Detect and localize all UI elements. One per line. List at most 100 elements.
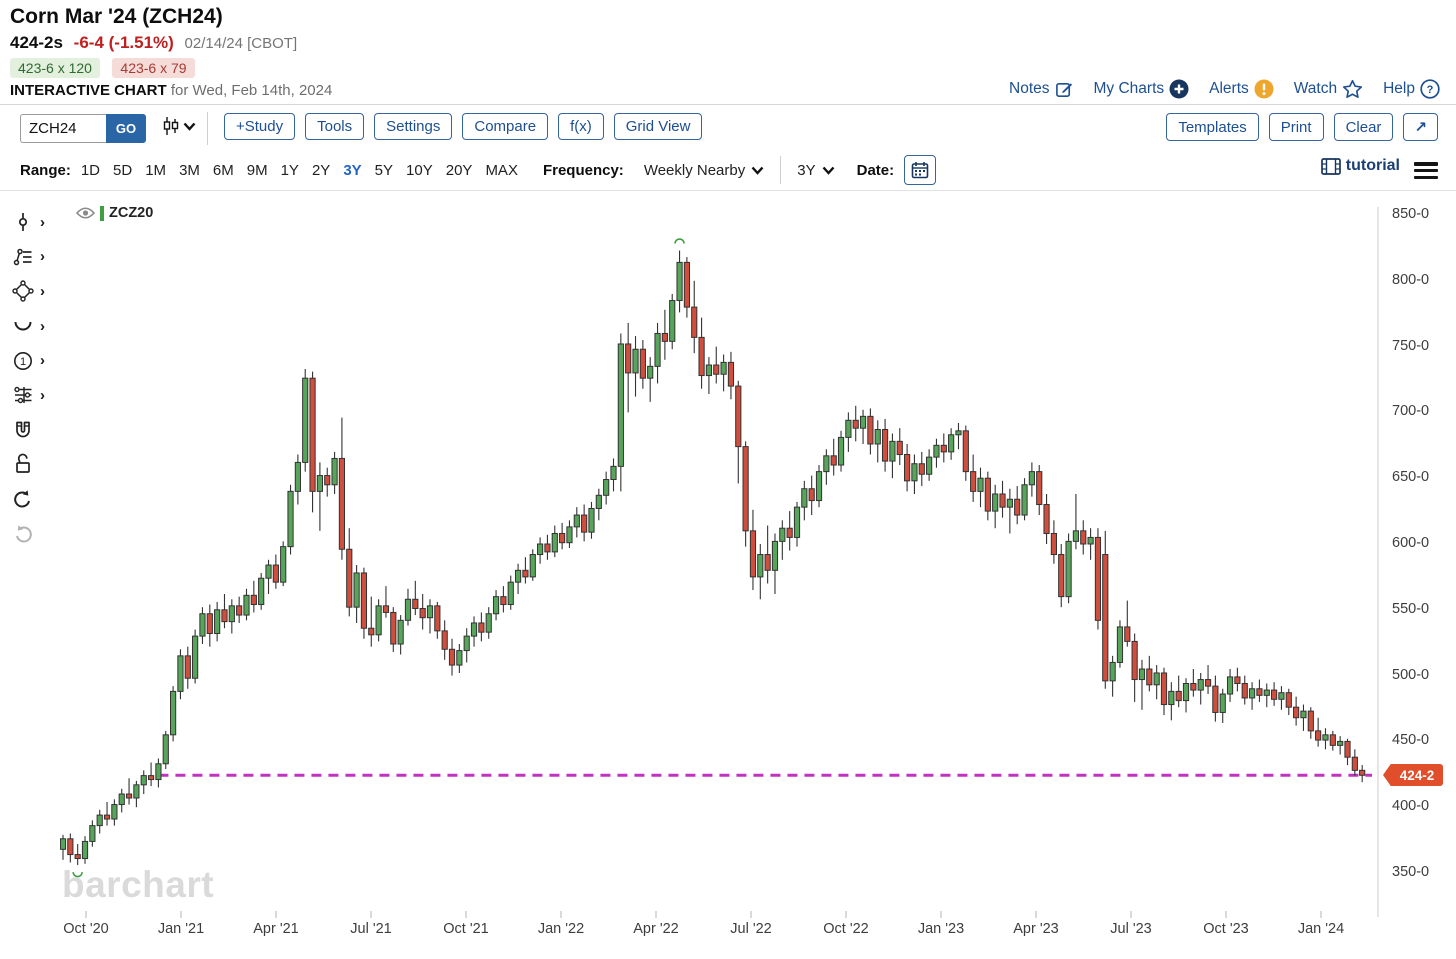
chevron-right-icon: › <box>40 386 45 404</box>
divider <box>0 190 1456 191</box>
undo-icon <box>14 490 30 508</box>
chevron-right-icon: › <box>40 282 45 300</box>
period-select[interactable]: 3Y <box>797 162 834 179</box>
range-1y[interactable]: 1Y <box>280 161 299 179</box>
range-1d[interactable]: 1D <box>80 161 101 179</box>
x-axis-label: Oct '20 <box>63 921 109 937</box>
range-3y[interactable]: 3Y <box>343 161 362 179</box>
arc-tool-button[interactable]: › <box>12 309 58 344</box>
range-6m[interactable]: 6M <box>212 161 234 179</box>
redo-button[interactable] <box>12 516 58 551</box>
x-axis-label: Oct '23 <box>1203 921 1249 937</box>
date-picker-button[interactable] <box>904 155 937 185</box>
bid-badge: 423-6 x 120 <box>10 58 100 78</box>
svg-text:?: ? <box>1427 84 1434 96</box>
alerts-link[interactable]: Alerts <box>1209 79 1274 99</box>
y-axis-label: 500-0 <box>1392 666 1430 683</box>
undo-button[interactable] <box>12 482 58 517</box>
page-title: Corn Mar '24 (ZCH24) <box>10 5 223 28</box>
y-axis-label: 700-0 <box>1392 403 1430 420</box>
annotations-list-button[interactable]: › <box>12 240 58 275</box>
tutorial-label: tutorial <box>1345 157 1400 174</box>
last-price: 424-2s <box>10 33 63 52</box>
y-axis-label: 600-0 <box>1392 535 1430 551</box>
price-change: -6-4 (-1.51%) <box>73 33 174 52</box>
x-axis-label: Jan '24 <box>1297 921 1345 937</box>
tutorial-link[interactable]: tutorial <box>1320 157 1400 175</box>
range-10y[interactable]: 10Y <box>406 161 433 179</box>
templates-button[interactable]: Templates <box>1166 113 1259 141</box>
chevron-down-icon <box>822 166 834 175</box>
quote-line: 424-2s -6-4 (-1.51%) 02/14/24 [CBOT] <box>10 33 297 53</box>
x-axis-label: Jul '23 <box>1110 921 1152 937</box>
unlock-tool-button[interactable] <box>12 447 58 482</box>
drawing-tools-sidebar: › › › › 1 › › <box>12 205 58 551</box>
svg-text:1: 1 <box>20 356 26 368</box>
chevron-down-icon <box>751 166 764 175</box>
interactive-chart-suffix: for Wed, Feb 14th, 2024 <box>170 82 333 99</box>
range-label: Range: <box>20 161 71 179</box>
y-axis-label: 750-0 <box>1392 337 1430 354</box>
range-items: 1D 5D 1M 3M 6M 9M 1Y 2Y 3Y 5Y 10Y 20Y MAX <box>81 162 531 179</box>
y-axis-label: 350-0 <box>1392 864 1430 880</box>
print-button[interactable]: Print <box>1268 113 1324 141</box>
x-axis-label: Apr '22 <box>633 921 679 937</box>
range-max[interactable]: MAX <box>485 161 518 179</box>
compare-button[interactable]: Compare <box>462 113 549 140</box>
question-circle-icon: ? <box>1420 79 1440 99</box>
range-20y[interactable]: 20Y <box>445 161 473 179</box>
notes-link[interactable]: Notes <box>1009 80 1074 99</box>
expand-chart-button[interactable]: ↗ <box>1403 113 1438 141</box>
candlestick-chart[interactable] <box>60 195 1390 919</box>
header-links: Notes My Charts Alerts Watch Help ? <box>1009 79 1440 99</box>
notes-label: Notes <box>1009 80 1050 97</box>
chart-type-selector[interactable] <box>162 116 196 136</box>
high-marker <box>674 238 685 244</box>
quote-date-exchange: 02/14/24 [CBOT] <box>184 35 298 52</box>
range-5y[interactable]: 5Y <box>374 161 394 179</box>
frequency-select[interactable]: Weekly Nearby <box>644 162 764 179</box>
go-button[interactable]: GO <box>106 114 146 143</box>
y-axis-label: 550-0 <box>1392 600 1430 617</box>
barchart-watermark: barchart <box>62 864 215 905</box>
bid-ask-row: 423-6 x 120 423-6 x 79 <box>10 58 203 78</box>
open-lock-icon <box>16 454 30 474</box>
plus-circle-icon <box>1169 79 1189 99</box>
calendar-icon <box>911 162 929 179</box>
range-5d[interactable]: 5D <box>113 161 133 179</box>
x-axis-label: Jan '22 <box>537 921 585 937</box>
f-x-button[interactable]: f(x) <box>558 113 604 140</box>
watch-link[interactable]: Watch <box>1294 79 1363 99</box>
number-annotation-button[interactable]: 1 › <box>12 343 58 378</box>
magnet-tool-button[interactable] <box>12 413 58 448</box>
last-price-tag: 424-2 <box>1383 764 1443 786</box>
tools-button[interactable]: Tools <box>305 113 365 140</box>
x-axis-label: Apr '21 <box>253 921 299 937</box>
candlestick-type-icon <box>163 117 179 135</box>
my-charts-link[interactable]: My Charts <box>1094 79 1190 99</box>
range-9m[interactable]: 9M <box>246 161 268 179</box>
range-1m[interactable]: 1M <box>145 161 167 179</box>
candles-layer <box>60 250 1366 866</box>
ask-badge: 423-6 x 79 <box>112 58 195 78</box>
menu-button[interactable] <box>1414 159 1438 182</box>
grid-view-button[interactable]: Grid View <box>613 113 703 140</box>
settings-button[interactable]: Settings <box>374 113 453 140</box>
arc-icon <box>14 321 32 331</box>
interactive-chart-label: INTERACTIVE CHART for Wed, Feb 14th, 202… <box>10 82 332 99</box>
eye-icon[interactable] <box>76 206 95 220</box>
chevron-right-icon: › <box>40 352 45 370</box>
range-3m[interactable]: 3M <box>179 161 200 179</box>
range-2y[interactable]: 2Y <box>311 161 331 179</box>
help-link[interactable]: Help ? <box>1383 79 1440 99</box>
workflow-tool-button[interactable]: › <box>12 378 58 413</box>
clear-button[interactable]: Clear <box>1333 113 1394 141</box>
study-button[interactable]: +Study <box>224 113 296 140</box>
cursor-tool-button[interactable]: › <box>12 205 58 240</box>
alert-exclamation-icon <box>1254 79 1274 99</box>
period-value: 3Y <box>797 161 816 179</box>
x-axis-label: Jan '23 <box>917 921 965 937</box>
y-axis-label: 450-0 <box>1392 732 1430 749</box>
shapes-tool-button[interactable]: › <box>12 274 58 309</box>
